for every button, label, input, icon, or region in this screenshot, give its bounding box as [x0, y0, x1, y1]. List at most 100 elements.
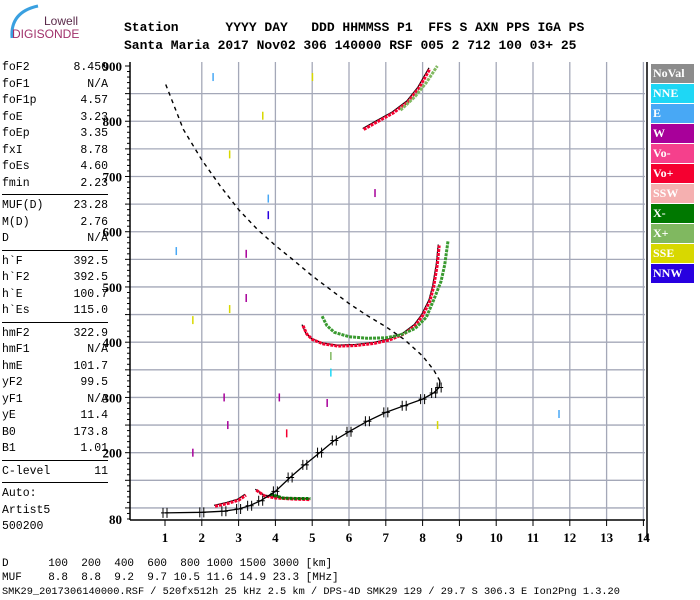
autoscale-info: 500200 — [2, 520, 44, 533]
param-row: h`F2 392.5 — [2, 270, 108, 287]
x-tick-label: 4 — [272, 530, 279, 545]
logo-arc-icon — [10, 4, 39, 39]
noise-point — [558, 410, 560, 419]
y-tick-label: 700 — [103, 169, 123, 184]
param-label: hmF1 — [2, 343, 30, 356]
noise-point — [311, 73, 314, 82]
footer-distance-row: D 100 200 400 600 800 1000 1500 3000 [km… — [2, 558, 333, 570]
x-tick-label: 3 — [235, 530, 242, 545]
param-value: 2.23 — [80, 176, 108, 190]
profile-point-mark — [435, 382, 444, 393]
x-tick-label: 14 — [637, 530, 651, 545]
divider — [2, 482, 108, 483]
x-tick-label: 13 — [600, 530, 614, 545]
noise-point — [212, 73, 214, 82]
profile-point-mark — [400, 400, 409, 411]
noise-point — [436, 421, 439, 430]
param-row: hmE 101.7 — [2, 359, 108, 376]
profile-point-mark — [234, 504, 243, 515]
param-label: h`Es — [2, 304, 30, 317]
y-tick-label: 80 — [109, 512, 122, 527]
ionogram-plot: 1 2 3 4 5 6 7 8 9 10 11 12 13 14802003004005006007008… — [103, 59, 651, 545]
param-value: 4.60 — [80, 160, 108, 173]
x-tick-label: 6 — [346, 530, 353, 545]
profile-point-mark — [256, 495, 265, 506]
param-value: 11 — [94, 464, 108, 478]
param-label: foF1 — [2, 77, 30, 91]
y-tick-label: 200 — [103, 446, 123, 461]
footer-muf-row: MUF 8.8 8.8 9.2 9.7 10.5 11.6 14.9 23.3 … — [2, 572, 339, 584]
legend-item: W — [651, 124, 694, 143]
param-label: foEs — [2, 160, 30, 173]
param-label: fmin — [2, 176, 30, 190]
param-row: h`F 392.5 — [2, 254, 108, 271]
param-label: fxI — [2, 143, 23, 157]
profile-point-mark — [381, 407, 390, 418]
param-label: hmE — [2, 359, 23, 373]
profile-point-mark — [245, 500, 254, 511]
profile-point-mark — [345, 426, 353, 437]
noise-point — [326, 398, 328, 407]
x-tick-label: 12 — [563, 530, 576, 545]
legend-item: X+ — [651, 224, 694, 243]
legend-item: NNW — [651, 264, 694, 283]
x-tick-label: 5 — [309, 530, 316, 545]
autoscale-info: Auto: — [2, 487, 37, 500]
param-label: h`E — [2, 287, 23, 301]
legend-item: Vo+ — [651, 164, 694, 183]
y-tick-label: 500 — [103, 280, 123, 295]
param-value: 99.5 — [80, 376, 108, 389]
header-labels: Station YYYY DAY DDD HHMMSS P1 FFS S AXN… — [124, 20, 585, 35]
param-label: h`F2 — [2, 271, 30, 284]
param-value: 392.5 — [73, 271, 108, 284]
footer-file-info: SMK29_2017306140000.RSF / 520fx512h 25 k… — [2, 586, 620, 598]
param-value: 1.01 — [80, 442, 108, 455]
echo-trace — [362, 68, 432, 131]
param-label: foF2 — [2, 61, 30, 74]
x-tick-label: 10 — [490, 530, 503, 545]
param-label: foE — [2, 110, 23, 124]
echo-trace — [214, 493, 247, 508]
legend-item: NoVal — [651, 64, 694, 83]
noise-point — [245, 294, 247, 303]
param-value: 322.9 — [73, 326, 108, 340]
y-tick-label: 300 — [103, 390, 123, 405]
noise-point — [228, 150, 231, 159]
param-label: MUF(D) — [2, 199, 44, 212]
noise-point — [330, 368, 332, 377]
echo-trace — [399, 65, 439, 112]
divider — [2, 194, 108, 195]
param-label: B0 — [2, 425, 16, 439]
param-value: N/A — [87, 232, 108, 245]
param-label: yF2 — [2, 376, 23, 389]
y-tick-label: 400 — [103, 335, 123, 350]
y-tick-label: 900 — [103, 59, 123, 74]
param-value: 101.7 — [73, 359, 108, 373]
param-row: yF2 99.5 — [2, 375, 108, 392]
noise-point — [267, 194, 270, 203]
param-row: B1 1.01 — [2, 441, 108, 458]
divider — [2, 249, 108, 251]
legend-item: E — [651, 104, 694, 123]
x-tick-label: 11 — [527, 530, 539, 545]
echo-trace — [320, 240, 450, 340]
trace-outline — [362, 67, 430, 130]
profile-point-mark — [300, 459, 309, 470]
scaled-parameters-panel: foF2 8.450 foF1 N/A foF1p 4.57 foE 3.23 foEp 3.35… — [2, 60, 108, 536]
profile-point-mark — [315, 447, 324, 458]
param-row: foE 3.23 — [2, 110, 108, 127]
param-row: MUF(D) 23.28 — [2, 198, 108, 215]
param-row: foEs 4.60 — [2, 159, 108, 176]
param-label: D — [2, 232, 9, 245]
logo-line1: Lowell — [44, 14, 79, 28]
legend-item: NNE — [651, 84, 694, 103]
param-label: h`F — [2, 254, 23, 268]
param-value: 4.57 — [80, 94, 108, 107]
param-value: 23.28 — [73, 199, 108, 212]
digisonde-logo: Lowell DIGISONDE — [4, 4, 114, 41]
param-row: B0 173.8 — [2, 425, 108, 442]
param-label: C-level — [2, 464, 51, 478]
noise-point — [330, 352, 332, 361]
legend-item: X- — [651, 204, 694, 223]
autoscale-info: Artist5 — [2, 503, 51, 517]
